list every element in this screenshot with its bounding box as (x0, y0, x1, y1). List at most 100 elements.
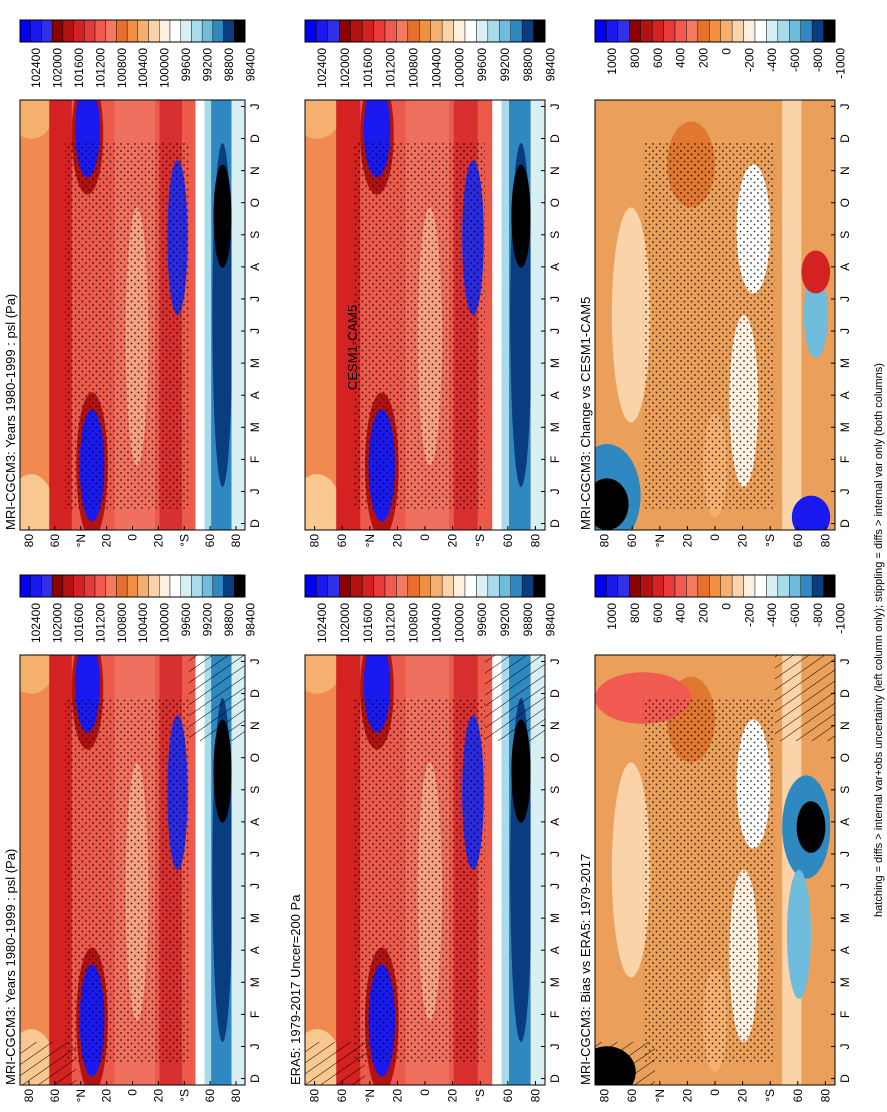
lat-label: 0 (126, 534, 140, 541)
hatching (775, 655, 835, 741)
month-label: J (838, 103, 852, 109)
month-label: M (548, 977, 562, 987)
month-label: M (248, 977, 262, 987)
contour-field (595, 655, 835, 1085)
colorbar-segment (674, 19, 687, 43)
colorbar-segment (487, 574, 500, 598)
lat-label: 60 (625, 534, 639, 548)
colorbar-segment (686, 574, 699, 598)
colorbar-segment (84, 19, 96, 43)
month-label: A (838, 391, 852, 399)
contour-band (305, 655, 337, 1085)
colorbar-segment (51, 574, 64, 598)
month-label: A (548, 946, 562, 954)
month-label: D (838, 1074, 852, 1083)
colorbar-segment (766, 574, 779, 598)
colorbar-label: 600 (651, 48, 665, 68)
contour-blob (20, 655, 54, 694)
month-label: J (548, 488, 562, 494)
lat-label: 80 (818, 1089, 832, 1103)
lat-label: °S (763, 1089, 777, 1102)
colorbar-segment (651, 574, 664, 598)
colorbar-segment (339, 19, 351, 43)
panel-title: MRI-CGCM3: Bias vs ERA5: 1979-2017 (578, 854, 593, 1085)
stippling (353, 143, 485, 509)
colorbar-segment (137, 19, 149, 43)
lat-label: 60 (625, 1089, 639, 1103)
contour-blob (20, 100, 54, 139)
month-label: D (838, 689, 852, 698)
hatching (595, 1042, 655, 1085)
month-label: O (248, 198, 262, 207)
month-label: D (548, 519, 562, 528)
colorbar-segment (201, 19, 214, 43)
contour-band (530, 655, 545, 1085)
contour-blob (796, 801, 826, 853)
month-label: J (838, 328, 852, 334)
colorbar-label: 101200 (93, 603, 107, 643)
colorbar-segment (51, 19, 64, 43)
colorbar-segment (606, 19, 619, 43)
month-label: M (838, 913, 852, 923)
colorbar-segment (148, 19, 160, 43)
panel: MRI-CGCM3: Years 1980-1999 : psl (Pa) 80 6… (3, 574, 262, 1102)
contour-blob (213, 719, 232, 823)
colorbar-segment (743, 19, 756, 43)
colorbar-segment (41, 19, 53, 43)
colorbar-segment (212, 574, 224, 598)
colorbar-frame (304, 574, 546, 598)
colorbar-label: 1000 (605, 48, 619, 75)
colorbar-segment (777, 574, 790, 598)
colorbar-segment (811, 574, 824, 598)
month-label: J (548, 851, 562, 857)
colorbar-label: -800 (811, 48, 825, 72)
colorbar-segment (430, 19, 443, 43)
colorbar-label: 100400 (429, 603, 443, 643)
stippling (643, 143, 775, 509)
lat-label: 80 (528, 534, 542, 548)
colorbar-label: 100800 (115, 603, 129, 643)
lat-label: 20 (390, 534, 404, 548)
colorbar-segment (137, 574, 149, 598)
contour-band (231, 655, 245, 1085)
colorbar-label: 0 (719, 603, 733, 610)
colorbar-segment (766, 19, 779, 43)
colorbar-segment (105, 19, 117, 43)
lat-label: 20 (680, 1089, 694, 1103)
month-label: J (548, 883, 562, 889)
lat-label: 60 (791, 1089, 805, 1103)
colorbar-segment (697, 19, 710, 43)
colorbar-segment (594, 574, 607, 598)
colorbar-label: 98400 (243, 603, 257, 637)
month-label: D (548, 689, 562, 698)
colorbar-label: 98800 (521, 603, 535, 637)
month-label: D (548, 134, 562, 143)
colorbar-segment (304, 574, 317, 598)
contour-band (501, 655, 509, 1085)
colorbar-segment (212, 19, 224, 43)
colorbar-label: 102000 (51, 603, 65, 643)
colorbar-label: 101200 (93, 48, 107, 88)
month-label: D (248, 689, 262, 698)
colorbar-label: 100000 (158, 48, 172, 88)
colorbar-label: 200 (697, 48, 711, 68)
month-label: M (548, 358, 562, 368)
colorbar-segment (30, 574, 42, 598)
colorbar-label: 99600 (179, 48, 193, 82)
colorbar-segment (373, 19, 386, 43)
caption: hatching = diffs > internal var+obs unce… (873, 363, 885, 917)
contour-band (492, 100, 502, 530)
colorbar-segment (651, 19, 664, 43)
contour-band (204, 655, 212, 1085)
month-label: D (248, 519, 262, 528)
month-label: A (548, 818, 562, 826)
lat-label: 0 (418, 534, 432, 541)
panel-title: ERA5: 1979-2017 Uncer=200 Pa (288, 894, 303, 1085)
contour-blob (791, 495, 831, 530)
contour-blob (213, 164, 232, 268)
colorbar-segment (73, 19, 85, 43)
colorbar-label: -800 (811, 603, 825, 627)
panel-title: CESM1-CAM5 (345, 305, 360, 390)
month-label: D (248, 1074, 262, 1083)
colorbar-label: 102400 (315, 603, 329, 643)
